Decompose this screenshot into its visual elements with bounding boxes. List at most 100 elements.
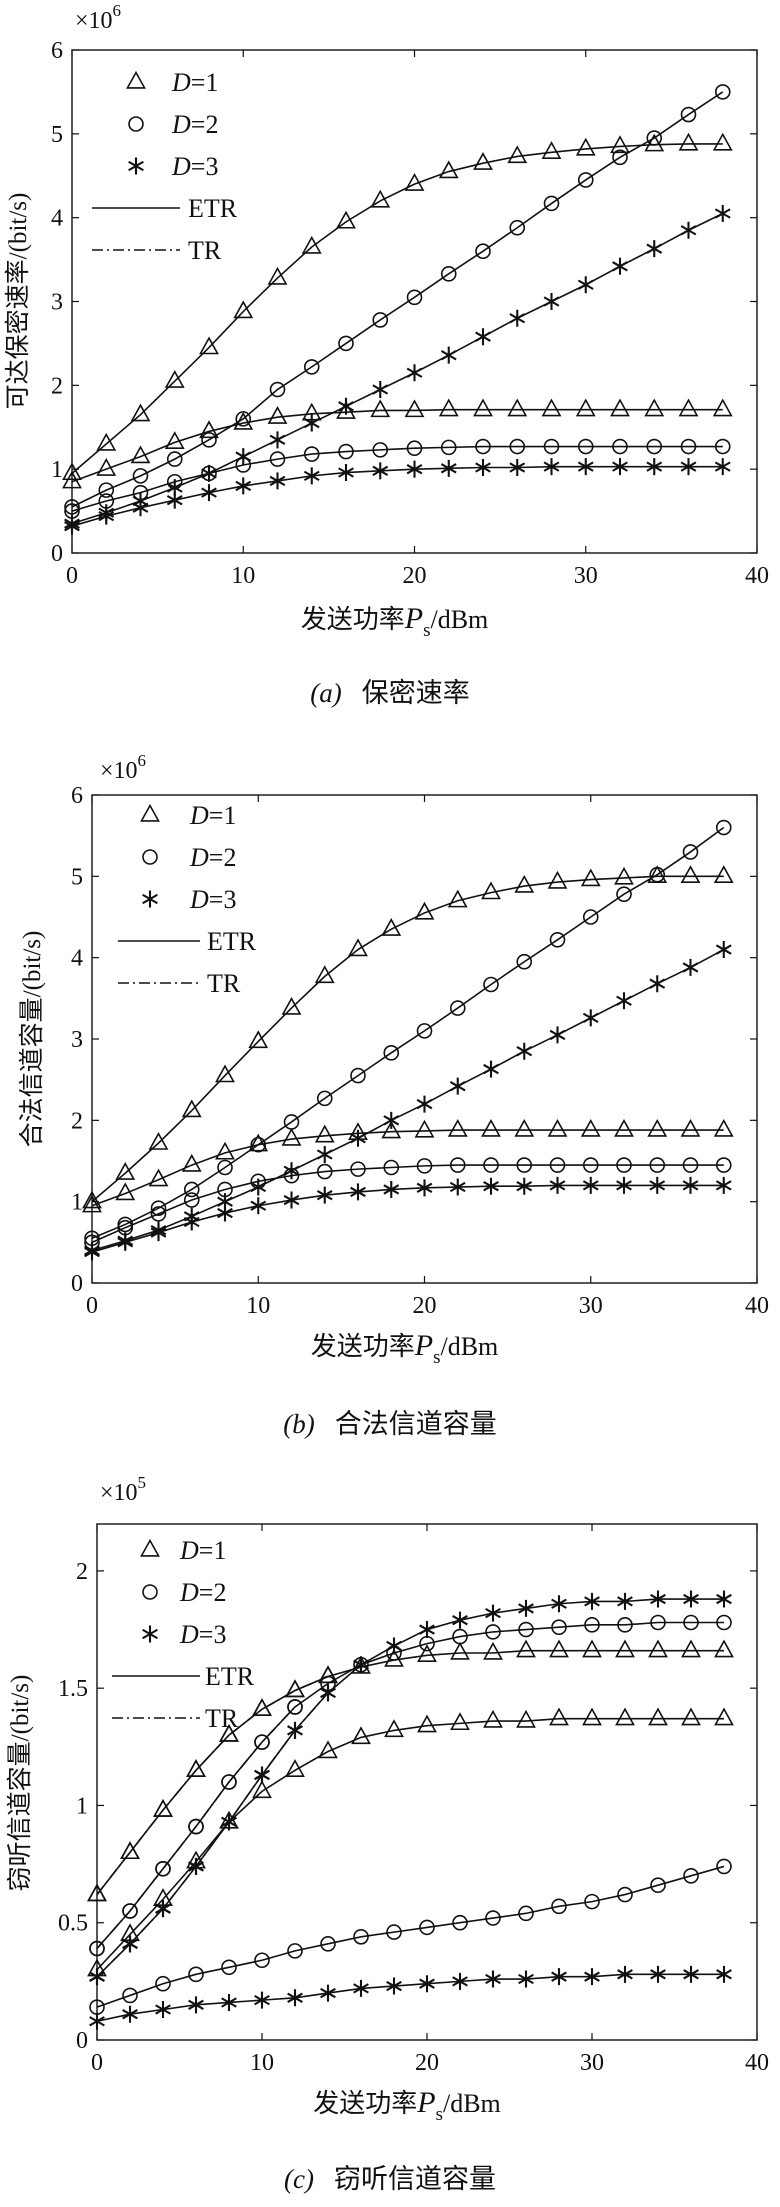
data-point (683, 1614, 699, 1631)
data-point (610, 398, 630, 417)
legend-value: =1 (209, 801, 237, 830)
data-point (549, 1026, 566, 1044)
data-point (648, 1639, 668, 1658)
data-point (269, 381, 286, 398)
data-point (117, 1233, 134, 1251)
data-point (406, 440, 423, 457)
data-point (475, 243, 491, 259)
data-point (82, 1194, 102, 1213)
data-point (575, 398, 596, 417)
x-axis-label: 发送功率Ps/dBm (311, 1329, 499, 1368)
data-point (549, 931, 566, 948)
axis-multiplier-base: ×10 (100, 1480, 138, 1506)
data-point (372, 381, 389, 399)
data-point (336, 210, 356, 229)
axis-multiplier-base: ×10 (100, 758, 138, 784)
data-point (416, 1158, 433, 1174)
series-4 (62, 398, 733, 489)
data-point (64, 517, 80, 535)
data-point (514, 874, 535, 893)
data-point (285, 1679, 305, 1698)
series-4 (87, 1639, 734, 1902)
caption-panel: (a) (310, 678, 341, 708)
data-point (551, 1619, 567, 1635)
data-point (219, 1810, 239, 1829)
data-point (680, 106, 697, 123)
data-point (269, 451, 286, 467)
x-tick-label: 40 (745, 2050, 769, 2076)
data-point (417, 1644, 437, 1663)
legend-label: D=3 (179, 1620, 226, 1649)
data-point (541, 141, 562, 159)
data-point (235, 448, 252, 466)
data-point (164, 431, 185, 450)
data-point (404, 172, 425, 191)
data-point (715, 819, 732, 836)
data-point (715, 941, 732, 959)
legend-value: =2 (191, 110, 219, 139)
data-point (584, 1893, 600, 1910)
data-point (419, 1975, 435, 1993)
figure-caption: (a) 保密速率 (310, 678, 469, 708)
data-point (217, 1159, 233, 1176)
data-point (148, 1131, 169, 1150)
legend-value: =3 (209, 885, 237, 914)
data-point (509, 309, 526, 327)
data-point (551, 1898, 567, 1915)
data-point (646, 130, 663, 146)
x-axis-label-unit: /dBm (443, 2089, 501, 2118)
data-point (84, 1243, 100, 1261)
data-point (616, 1176, 632, 1194)
y-tick-label: 5 (71, 864, 83, 890)
data-point (646, 458, 663, 476)
series-1 (62, 132, 733, 481)
caption-panel: (c) (284, 2164, 314, 2194)
data-point (518, 1599, 534, 1617)
series-6 (64, 458, 731, 535)
data-point (122, 1987, 138, 2004)
data-point (683, 1868, 699, 1884)
data-point (714, 438, 731, 455)
legend-var: D (171, 68, 191, 97)
data-point (646, 240, 663, 258)
series-line (96, 1865, 725, 2008)
data-point (383, 1159, 400, 1176)
data-point (449, 1157, 466, 1173)
legend-label: TR (207, 969, 241, 998)
x-axis-label-sub: s (436, 2104, 443, 2125)
data-point (650, 1590, 666, 1608)
data-point (120, 1923, 140, 1942)
data-point (682, 844, 699, 860)
data-point (301, 402, 322, 421)
data-point (543, 293, 560, 310)
data-point (186, 1759, 206, 1777)
data-point (233, 300, 254, 319)
caption-text: 合法信道容量 (335, 1409, 497, 1439)
data-point (577, 276, 594, 294)
data-point (287, 1721, 303, 1739)
chart-panel-3: 00.511.520 10 20 30 40×105窃听信道容量/(bit/s)发送功率… (6, 1473, 769, 2194)
series-line (96, 1649, 724, 1896)
axis-multiplier-exponent: 6 (138, 751, 147, 770)
data-point (584, 1968, 600, 1986)
data-point (417, 1714, 437, 1733)
data-point (473, 152, 493, 170)
data-point (153, 1888, 173, 1906)
legend-label: D=2 (179, 1578, 226, 1607)
series-5 (89, 1614, 732, 1957)
data-point (580, 868, 601, 887)
y-tick-label: 2 (76, 1559, 88, 1585)
data-point (150, 1206, 167, 1222)
data-point (716, 1590, 732, 1608)
y-tick-label: 6 (71, 783, 83, 809)
data-point (248, 1133, 269, 1152)
data-point (303, 467, 320, 485)
data-point (254, 1734, 270, 1750)
figure-caption: (c) 窃听信道容量 (284, 2164, 496, 2194)
data-point (406, 289, 423, 306)
data-point (98, 507, 115, 525)
y-tick-label: 1 (76, 1793, 88, 1819)
y-tick-label: 1.5 (58, 1676, 88, 1702)
legend-label: D=3 (171, 152, 218, 181)
